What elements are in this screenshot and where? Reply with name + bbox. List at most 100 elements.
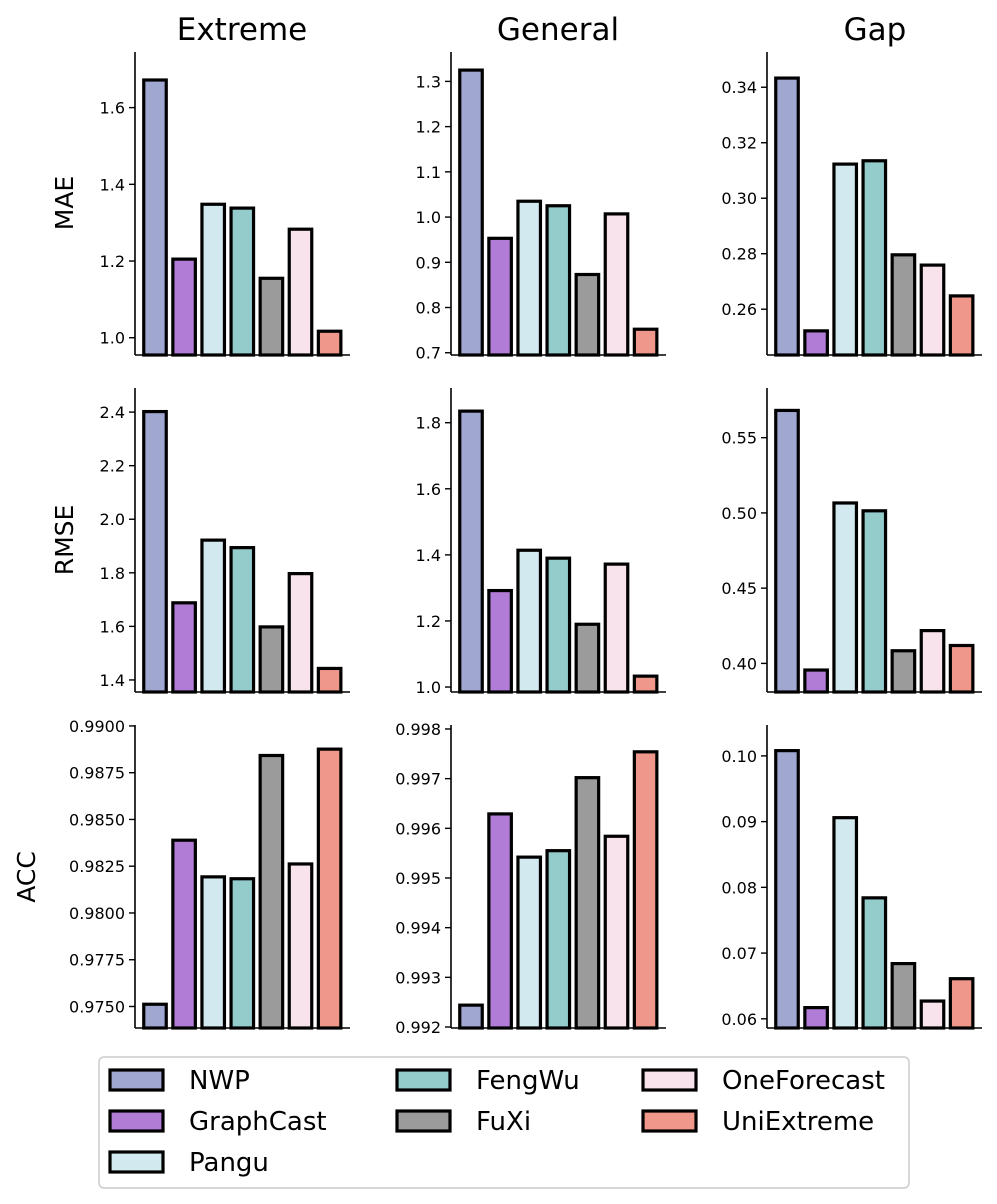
bar-rmse-general-oneforecast <box>603 562 630 694</box>
y-tick-label-mae-gap: 0.32 <box>721 134 757 153</box>
y-tick-label-acc-general: 0.993 <box>395 968 441 987</box>
legend-item-uniextreme: UniExtreme <box>641 1107 874 1137</box>
legend-swatch-nwp <box>108 1068 165 1092</box>
legend-item-graphcast: GraphCast <box>108 1107 327 1137</box>
row-label-mae: MAE <box>50 176 79 230</box>
legend-item-oneforecast: OneForecast <box>641 1066 885 1096</box>
legend-items: NWP GraphCast Pangu FengWu FuXi OneForecast Un… <box>108 1066 885 1178</box>
bar-rmse-general-fengwu <box>545 556 572 694</box>
bar-rmse-gap-pangu <box>832 501 859 694</box>
y-tick-label-rmse-extreme: 2.4 <box>100 403 125 422</box>
bar-acc-general-uniextreme <box>632 750 659 1030</box>
bar-mae-general-fengwu <box>545 204 572 357</box>
bar-acc-general-nwp <box>458 1003 484 1030</box>
y-tick-label-rmse-extreme: 1.6 <box>100 617 125 636</box>
y-tick-label-mae-gap: 0.30 <box>721 189 757 208</box>
bar-acc-extreme-pangu <box>200 875 227 1030</box>
panel-acc-general: 0.992 0.993 0.994 0.995 0.996 0.997 0.998 <box>395 720 666 1037</box>
bar-acc-extreme-uniextreme <box>316 747 343 1030</box>
bar-acc-extreme-fengwu <box>229 877 256 1030</box>
legend-swatch-pangu <box>108 1150 165 1174</box>
panels: 1.01.21.41.60.70.80.91.01.11.21.30.260.2… <box>69 52 982 1037</box>
legend-label-nwp: NWP <box>189 1066 250 1096</box>
bar-mae-general-oneforecast <box>603 212 630 357</box>
y-tick-label-acc-gap: 0.06 <box>721 1010 757 1029</box>
bar-mae-gap-uniextreme <box>948 294 975 357</box>
bar-rmse-general-pangu <box>516 548 543 694</box>
y-tick-label-mae-extreme: 1.2 <box>100 252 125 271</box>
y-tick-label-rmse-extreme: 2.0 <box>100 510 125 529</box>
y-tick-label-acc-general: 0.995 <box>395 869 441 888</box>
y-tick-label-acc-extreme: 0.9775 <box>69 951 125 970</box>
bar-mae-general-pangu <box>516 199 543 357</box>
bar-rmse-gap-fuxi <box>890 649 917 694</box>
bar-mae-gap-pangu <box>832 162 859 357</box>
bar-mae-extreme-pangu <box>200 202 227 357</box>
y-tick-label-mae-extreme: 1.6 <box>100 99 125 118</box>
bar-rmse-general-graphcast <box>487 588 513 694</box>
bar-rmse-extreme-uniextreme <box>316 666 343 694</box>
panel-acc-extreme: 0.9750 0.9775 0.9800 0.9825 0.9850 0.9875 0.99… <box>69 717 350 1030</box>
bar-acc-extreme-fuxi <box>258 753 285 1030</box>
y-tick-label-mae-extreme: 1.4 <box>100 175 125 194</box>
y-tick-label-acc-general: 0.998 <box>395 720 441 739</box>
column-titles: Extreme General Gap <box>177 12 907 48</box>
bar-rmse-gap-uniextreme <box>948 643 975 694</box>
y-tick-label-acc-general: 0.996 <box>395 819 441 838</box>
bar-mae-general-uniextreme <box>632 327 659 357</box>
y-tick-label-mae-general: 1.0 <box>416 208 441 227</box>
y-tick-label-acc-gap: 0.09 <box>721 813 757 832</box>
bar-mae-general-nwp <box>458 68 484 357</box>
y-tick-label-mae-general: 0.9 <box>416 253 441 272</box>
y-tick-label-rmse-extreme: 1.8 <box>100 564 125 583</box>
y-tick-label-mae-gap: 0.34 <box>721 78 757 97</box>
panel-mae-extreme: 1.0 1.2 1.4 1.6 <box>100 52 350 357</box>
y-tick-label-mae-general: 0.7 <box>416 344 441 363</box>
bar-acc-general-graphcast <box>487 812 513 1030</box>
y-tick-label-mae-general: 1.1 <box>416 163 441 182</box>
y-tick-label-mae-general: 1.3 <box>416 72 441 91</box>
y-tick-label-acc-extreme: 0.9875 <box>69 764 125 783</box>
y-tick-label-mae-gap: 0.28 <box>721 245 757 264</box>
y-tick-label-acc-general: 0.997 <box>395 770 441 789</box>
bar-mae-extreme-fengwu <box>229 206 256 357</box>
legend: NWP GraphCast Pangu FengWu FuXi OneForecast Un… <box>98 1056 910 1189</box>
y-tick-label-rmse-gap: 0.55 <box>721 429 757 448</box>
legend-item-fengwu: FengWu <box>395 1066 580 1096</box>
panel-acc-gap: 0.06 0.07 0.08 0.09 0.10 <box>721 725 982 1030</box>
y-tick-label-acc-extreme: 0.9825 <box>69 857 125 876</box>
bar-mae-extreme-fuxi <box>258 276 285 357</box>
y-tick-label-rmse-general: 1.0 <box>416 678 441 697</box>
bar-mae-gap-fuxi <box>890 253 917 357</box>
y-tick-label-mae-general: 1.2 <box>416 118 441 137</box>
row-label-rmse: RMSE <box>50 505 79 576</box>
y-tick-label-mae-gap: 0.26 <box>721 300 757 319</box>
row-label-acc: ACC <box>12 851 41 903</box>
row-labels: MAE RMSE ACC <box>12 176 79 903</box>
bar-rmse-extreme-oneforecast <box>287 572 314 694</box>
bar-mae-gap-oneforecast <box>919 263 946 357</box>
legend-label-fuxi: FuXi <box>476 1107 531 1137</box>
column-title-general: General <box>497 12 619 48</box>
panel-rmse-extreme: 1.4 1.6 1.8 2.0 2.2 2.4 <box>100 388 350 694</box>
bar-acc-general-fengwu <box>545 849 572 1030</box>
bar-acc-gap-uniextreme <box>948 977 975 1030</box>
bar-rmse-extreme-fuxi <box>258 625 285 694</box>
bar-acc-gap-fuxi <box>890 961 917 1030</box>
bar-rmse-extreme-fengwu <box>229 546 256 694</box>
y-tick-label-acc-extreme: 0.9750 <box>69 997 125 1016</box>
legend-item-pangu: Pangu <box>108 1148 269 1178</box>
bar-mae-extreme-nwp <box>142 78 168 357</box>
legend-label-graphcast: GraphCast <box>189 1107 327 1137</box>
panel-rmse-gap: 0.40 0.45 0.50 0.55 <box>721 388 982 694</box>
bar-rmse-general-fuxi <box>574 622 601 694</box>
y-tick-label-rmse-extreme: 1.4 <box>100 671 125 690</box>
legend-label-uniextreme: UniExtreme <box>722 1107 874 1137</box>
y-tick-label-rmse-general: 1.6 <box>416 480 441 499</box>
bar-mae-general-fuxi <box>574 272 601 357</box>
legend-label-oneforecast: OneForecast <box>722 1066 885 1096</box>
bar-mae-gap-nwp <box>774 76 800 357</box>
legend-swatch-oneforecast <box>641 1068 698 1092</box>
bar-rmse-gap-oneforecast <box>919 628 946 694</box>
